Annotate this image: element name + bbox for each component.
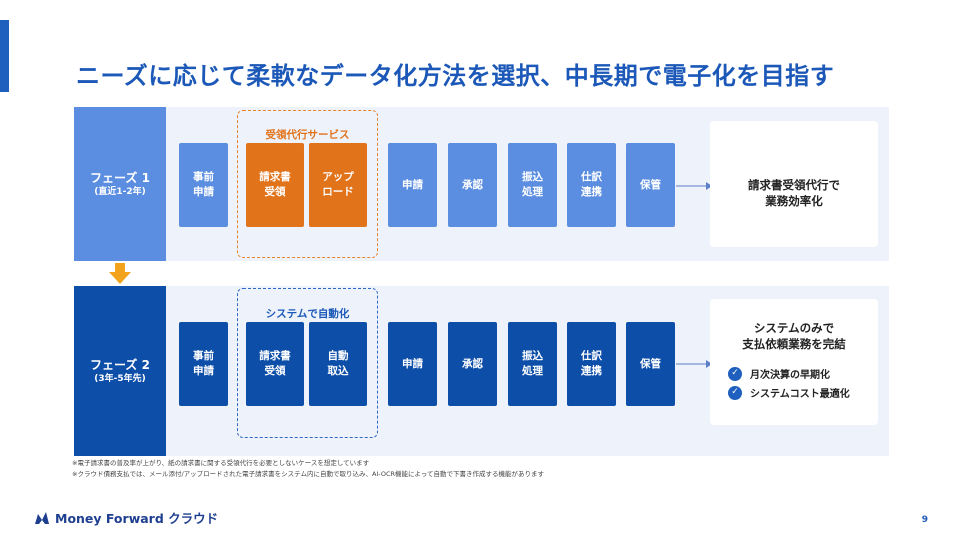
- phase2-period: (3年-5年先): [94, 373, 146, 384]
- phase1-name: フェーズ 1: [90, 170, 150, 185]
- checkmark-icon: ✓: [728, 366, 742, 381]
- accent-bar: [0, 20, 9, 92]
- phase2-step-storage: 保管: [626, 322, 675, 406]
- phase1-step-application: 申請: [388, 143, 437, 227]
- checkmark-icon: ✓: [728, 385, 742, 400]
- phase1-step-approval: 承認: [448, 143, 497, 227]
- page-number: 9: [921, 515, 928, 525]
- money-forward-logo-icon: [35, 511, 49, 524]
- phase1-service-group: [237, 110, 378, 258]
- phase2-group-label: システムで自動化: [265, 308, 350, 320]
- down-arrow-icon: [109, 263, 131, 284]
- phase1-step-upload: アップ ロード: [309, 143, 367, 227]
- phase1-step-storage: 保管: [626, 143, 675, 227]
- phase2-automation-group: [237, 288, 378, 438]
- phase2-step-transfer: 振込 処理: [508, 322, 557, 406]
- phase1-step-invoice-receipt: 請求書 受領: [246, 143, 304, 227]
- phase2-step-invoice-receipt: 請求書 受領: [246, 322, 304, 406]
- phase1-result-text: 請求書受領代行で 業務効率化: [748, 178, 840, 208]
- phase1-step-pre-application: 事前 申請: [179, 143, 228, 227]
- phase1-group-label: 受領代行サービス: [265, 129, 350, 141]
- phase1-label: フェーズ 1 (直近1-2年): [74, 107, 166, 261]
- phase1-result-card: 請求書受領代行で 業務効率化: [710, 121, 878, 247]
- phase2-arrow-icon: [676, 360, 712, 368]
- phase1-step-transfer: 振込 処理: [508, 143, 557, 227]
- phase2-step-approval: 承認: [448, 322, 497, 406]
- phase1-step-journal: 仕訳 連携: [567, 143, 616, 227]
- company-logo: Money Forward クラウド: [34, 508, 218, 527]
- phase1-period: (直近1-2年): [94, 186, 146, 197]
- phase2-step-application: 申請: [388, 322, 437, 406]
- phase2-check-item: ✓ 月次決算の早期化: [728, 366, 830, 381]
- phase2-check-label: システムコスト最適化: [750, 389, 850, 400]
- phase1-arrow-icon: [676, 182, 712, 190]
- phase2-check-item: ✓ システムコスト最適化: [728, 385, 850, 400]
- phase2-label: フェーズ 2 (3年-5年先): [74, 286, 166, 456]
- phase2-result-text: システムのみで 支払依頼業務を完結: [742, 321, 846, 351]
- phase2-step-pre-application: 事前 申請: [179, 322, 228, 406]
- phase2-result-card: システムのみで 支払依頼業務を完結 ✓ 月次決算の早期化 ✓ システムコスト最適…: [710, 299, 878, 425]
- phase2-check-label: 月次決算の早期化: [750, 370, 830, 381]
- footnote: ※クラウド債務支払では、メール添付/アップロードされた電子請求書をシステム内に自…: [72, 470, 544, 478]
- page-title: ニーズに応じて柔軟なデータ化方法を選択、中長期で電子化を目指す: [76, 62, 835, 90]
- phase2-name: フェーズ 2: [90, 357, 150, 372]
- phase2-step-auto-import: 自動 取込: [309, 322, 367, 406]
- footnote: ※電子請求書の普及率が上がり、紙の請求書に関する受領代行を必要としないケースを想…: [72, 459, 370, 467]
- phase2-step-journal: 仕訳 連携: [567, 322, 616, 406]
- logo-text: Money Forward クラウド: [55, 511, 219, 526]
